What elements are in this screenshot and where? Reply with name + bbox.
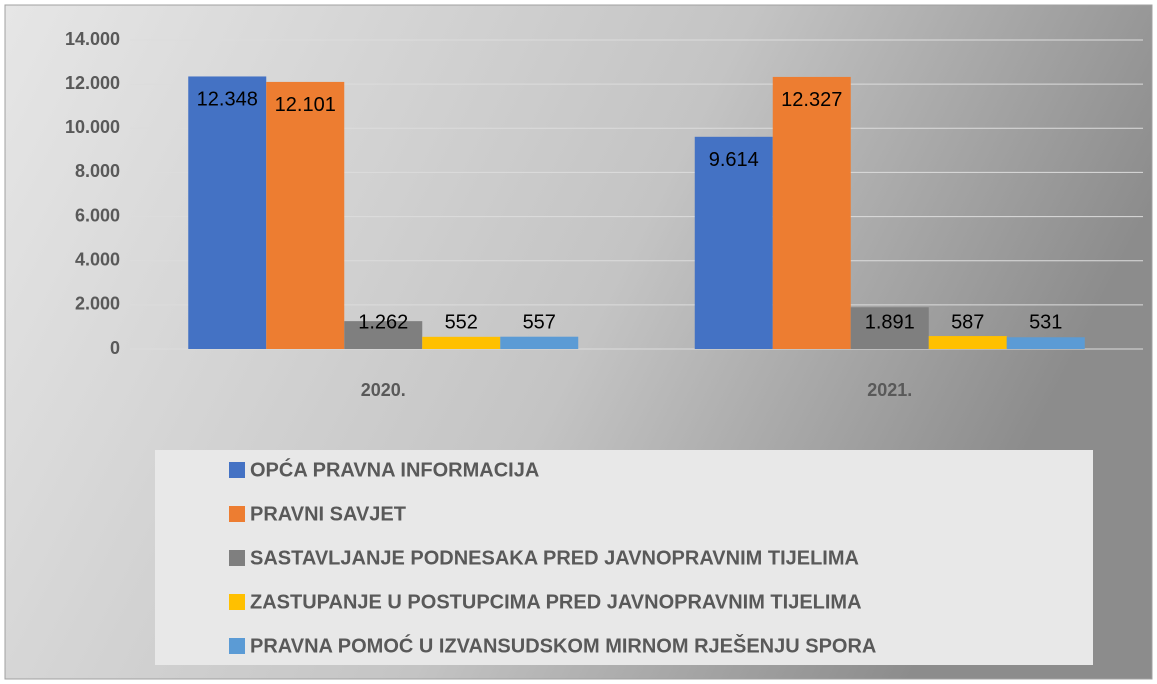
- bar: [500, 336, 579, 349]
- bar: [1006, 337, 1085, 349]
- bar: [694, 136, 773, 349]
- y-tick-label: 0: [110, 338, 120, 358]
- x-tick-label: 2021.: [867, 380, 912, 400]
- data-label: 9.614: [709, 149, 759, 171]
- legend-swatch: [229, 594, 245, 610]
- bar: [266, 81, 345, 350]
- y-tick-label: 12.000: [65, 73, 120, 93]
- legend-label: PRAVNI SAVJET: [250, 503, 406, 525]
- data-label: 587: [951, 311, 984, 333]
- data-label: 1.891: [865, 311, 915, 333]
- x-tick-label: 2020.: [361, 380, 406, 400]
- bar: [850, 307, 929, 349]
- legend-label: SASTAVLJANJE PODNESAKA PRED JAVNOPRAVNIM…: [250, 547, 859, 569]
- y-tick-label: 6.000: [75, 205, 120, 225]
- legend-swatch: [229, 506, 245, 522]
- data-label: 12.348: [197, 89, 258, 111]
- y-tick-label: 10.000: [65, 117, 120, 137]
- data-label: 12.101: [275, 94, 336, 116]
- bar: [188, 76, 267, 349]
- legend-swatch: [229, 638, 245, 654]
- legend-swatch: [229, 462, 245, 478]
- data-label: 552: [445, 311, 478, 333]
- data-label: 1.262: [358, 311, 408, 333]
- legend-label: OPĆA PRAVNA INFORMACIJA: [250, 457, 539, 481]
- data-label: 531: [1029, 311, 1062, 333]
- legend-box: [155, 450, 1093, 665]
- bar: [772, 76, 851, 349]
- legend-label: PRAVNA POMOĆ U IZVANSUDSKOM MIRNOM RJEŠE…: [250, 633, 876, 657]
- data-label: 12.327: [781, 89, 842, 111]
- bar: [928, 336, 1007, 349]
- legend-swatch: [229, 550, 245, 566]
- y-tick-label: 8.000: [75, 161, 120, 181]
- legend-label: ZASTUPANJE U POSTUPCIMA PRED JAVNOPRAVNI…: [250, 591, 862, 613]
- data-label: 557: [523, 311, 556, 333]
- y-tick-label: 14.000: [65, 29, 120, 49]
- bar: [422, 336, 501, 349]
- y-tick-label: 2.000: [75, 294, 120, 314]
- y-tick-label: 4.000: [75, 249, 120, 269]
- bar: [344, 321, 423, 349]
